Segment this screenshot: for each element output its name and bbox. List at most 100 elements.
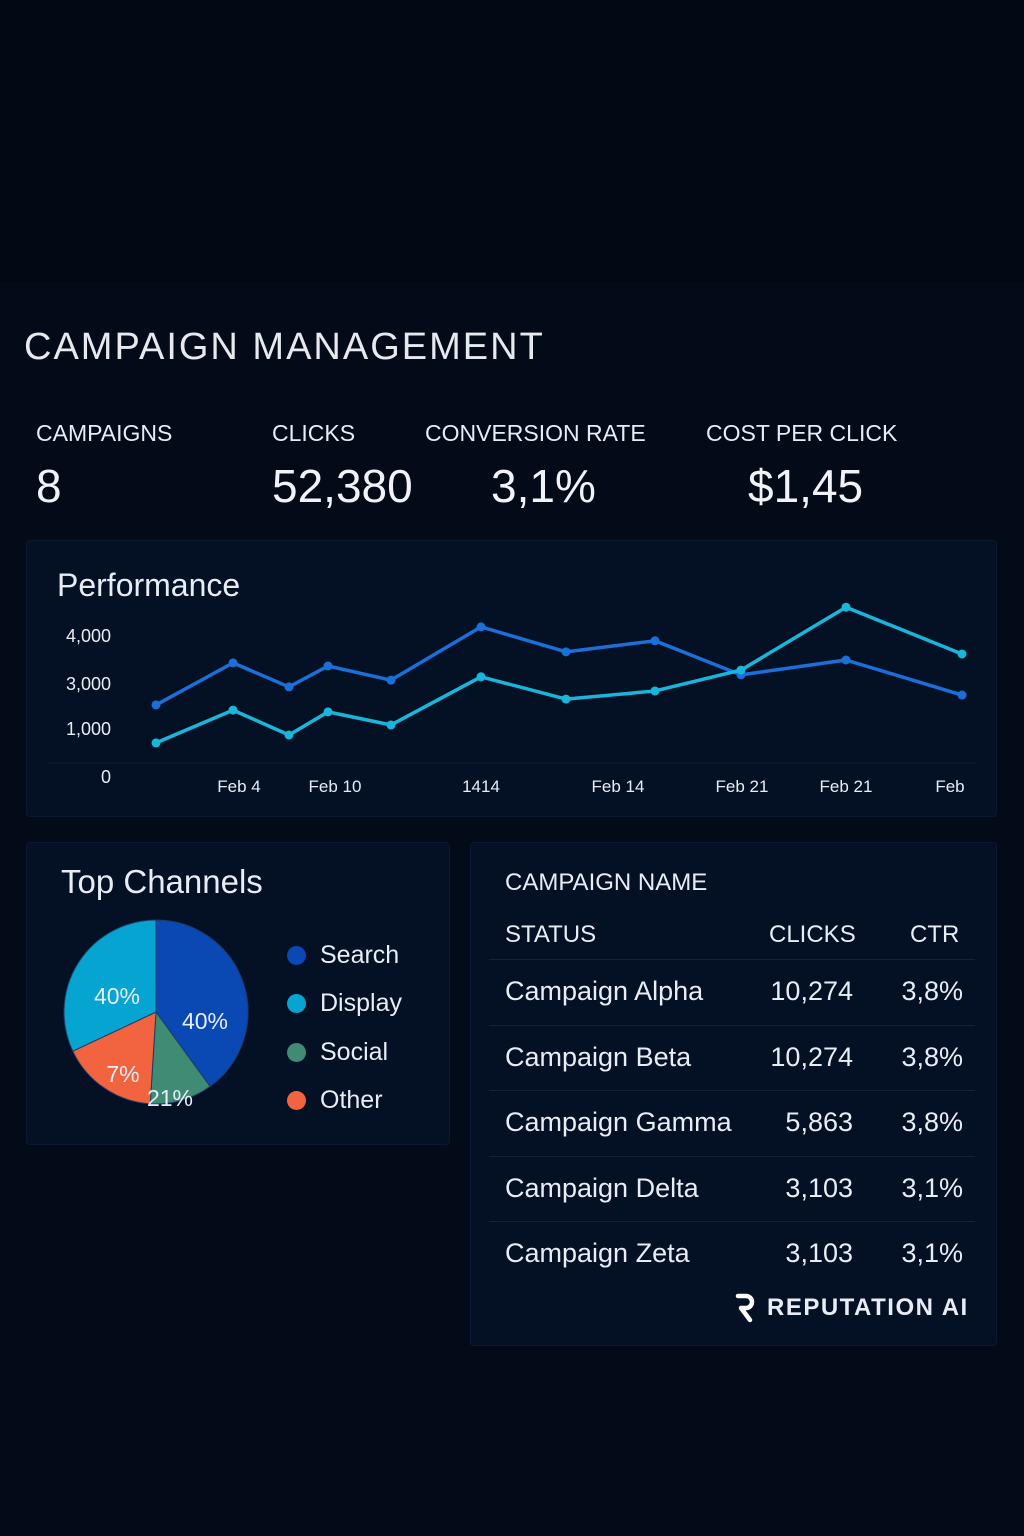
legend-dot — [287, 1042, 306, 1062]
legend-item-search: Search — [287, 931, 402, 980]
column-header-ctr: CTR — [910, 921, 960, 948]
data-point[interactable] — [228, 705, 238, 715]
data-point[interactable] — [151, 738, 161, 748]
pie-slice-label: 7% — [106, 1061, 139, 1087]
campaign-clicks: 10,274 — [770, 976, 853, 1006]
campaign-name: Campaign Alpha — [505, 976, 704, 1006]
campaign-name: Campaign Zeta — [505, 1238, 690, 1268]
kpi-value: 8 — [36, 460, 62, 512]
legend-dot — [287, 994, 306, 1014]
data-point[interactable] — [476, 622, 486, 632]
pie-slice-other[interactable] — [72, 1011, 157, 1105]
kpi-clicks: CLICKS 52,380 — [272, 420, 413, 513]
data-point[interactable] — [561, 694, 571, 704]
column-header-clicks: CLICKS — [769, 921, 856, 948]
brand-name: REPUTATION AI — [767, 1294, 969, 1321]
legend-label: Social — [320, 1037, 389, 1066]
campaign-name: Campaign Beta — [505, 1041, 692, 1072]
brand-logo: REPUTATION AI — [735, 1293, 969, 1323]
x-tick-label: 1414 — [462, 777, 500, 796]
top-channels-title: Top Channels — [61, 863, 263, 900]
kpi-value: $1,45 — [748, 460, 864, 512]
data-point[interactable] — [284, 730, 294, 740]
campaign-clicks: 3,103 — [785, 1172, 853, 1203]
x-tick-label: Feb 10 — [309, 777, 362, 796]
legend-label: Other — [320, 1086, 383, 1115]
pie-slice-search[interactable] — [155, 919, 249, 1088]
performance-card: Performance 4,000 3,000 1,000 0 Feb 4 Feb 10 1… — [26, 540, 997, 817]
header-band — [0, 0, 1024, 282]
x-tick-label: Feb 14 — [592, 777, 645, 796]
data-point[interactable] — [736, 665, 746, 675]
x-tick-label: Feb — [935, 777, 964, 796]
pie-slice-label: 40% — [182, 1008, 228, 1034]
data-point[interactable] — [228, 658, 238, 668]
kpi-cost-per-click: COST PER CLICK $1,45 — [706, 420, 897, 513]
data-point[interactable] — [151, 700, 161, 710]
data-point[interactable] — [476, 672, 486, 682]
data-point[interactable] — [323, 661, 333, 671]
campaign-clicks: 3,103 — [785, 1238, 853, 1268]
kpi-value: 3,1% — [491, 460, 596, 512]
performance-chart: 4,000 3,000 1,000 0 Feb 4 Feb 10 1414 Feb 14 Feb… — [47, 602, 977, 796]
campaign-clicks: 5,863 — [785, 1107, 853, 1137]
kpi-label: CONVERSION RATE — [425, 420, 646, 446]
kpi-label: CLICKS — [272, 420, 356, 446]
legend-item-social: Social — [287, 1028, 402, 1077]
table-row[interactable]: Campaign Delta 3,103 3,1% — [489, 1155, 975, 1221]
pie-slice-label: 21% — [147, 1085, 193, 1111]
legend-item-display: Display — [287, 980, 402, 1029]
data-point[interactable] — [386, 720, 396, 730]
y-tick-label: 0 — [101, 767, 111, 787]
data-point[interactable] — [957, 649, 967, 659]
legend-label: Search — [320, 940, 400, 969]
series-line-1 — [155, 605, 963, 745]
performance-title: Performance — [57, 567, 241, 603]
top-channels-card: Top Channels 40% 21% 7% 40% Search Display … — [26, 842, 450, 1145]
campaign-name: Campaign Gamma — [505, 1107, 732, 1137]
y-tick-label: 1,000 — [66, 719, 111, 739]
data-point[interactable] — [284, 682, 294, 692]
campaign-name: Campaign Delta — [505, 1172, 699, 1203]
data-point[interactable] — [650, 636, 660, 646]
data-point[interactable] — [323, 707, 333, 717]
table-row[interactable]: Campaign Gamma 5,863 3,8% — [489, 1090, 975, 1155]
channels-legend: Search Display Social Other — [287, 931, 402, 1125]
table-row[interactable]: Campaign Beta 10,274 3,8% — [489, 1024, 975, 1090]
pie-slice-display[interactable] — [63, 919, 157, 1052]
pie-slice-label: 40% — [94, 983, 140, 1009]
kpi-label: CAMPAIGNS — [36, 420, 173, 446]
page-title: CAMPAIGN MANAGEMENT — [24, 326, 545, 368]
data-point[interactable] — [957, 690, 967, 700]
y-tick-label: 4,000 — [66, 626, 111, 646]
data-point[interactable] — [841, 655, 851, 665]
x-tick-label: Feb 21 — [716, 777, 769, 796]
column-header-status: STATUS — [505, 921, 597, 948]
data-point[interactable] — [650, 686, 660, 696]
legend-dot — [287, 945, 306, 965]
data-point[interactable] — [386, 675, 396, 685]
reputation-logo-icon — [735, 1293, 755, 1323]
data-point[interactable] — [561, 647, 571, 657]
table-row[interactable]: Campaign Zeta 3,103 3,1% — [489, 1221, 975, 1286]
legend-item-other: Other — [287, 1077, 402, 1126]
kpi-value: 52,380 — [272, 460, 413, 512]
kpi-campaigns: CAMPAIGNS 8 — [36, 420, 172, 513]
campaign-ctr: 3,1% — [901, 1238, 963, 1268]
column-header-campaign-name: CAMPAIGN NAME — [505, 869, 708, 896]
legend-label: Display — [320, 989, 402, 1018]
kpi-conversion-rate: CONVERSION RATE 3,1% — [425, 420, 646, 513]
campaign-clicks: 10,274 — [770, 1041, 853, 1072]
legend-dot — [287, 1091, 306, 1111]
campaign-ctr: 3,8% — [901, 1041, 963, 1072]
x-tick-label: Feb 4 — [217, 777, 260, 796]
x-tick-label: Feb 21 — [820, 777, 873, 796]
data-point[interactable] — [841, 602, 851, 612]
campaign-ctr: 3,8% — [901, 1107, 963, 1137]
y-tick-label: 3,000 — [66, 674, 111, 694]
campaign-ctr: 3,8% — [901, 976, 963, 1006]
campaign-table-card: CAMPAIGN NAME STATUS CLICKS CTR Campaign… — [470, 842, 997, 1346]
series-line-0 — [155, 625, 963, 707]
table-row[interactable]: Campaign Alpha 10,274 3,8% — [489, 959, 975, 1024]
kpi-label: COST PER CLICK — [706, 420, 898, 446]
